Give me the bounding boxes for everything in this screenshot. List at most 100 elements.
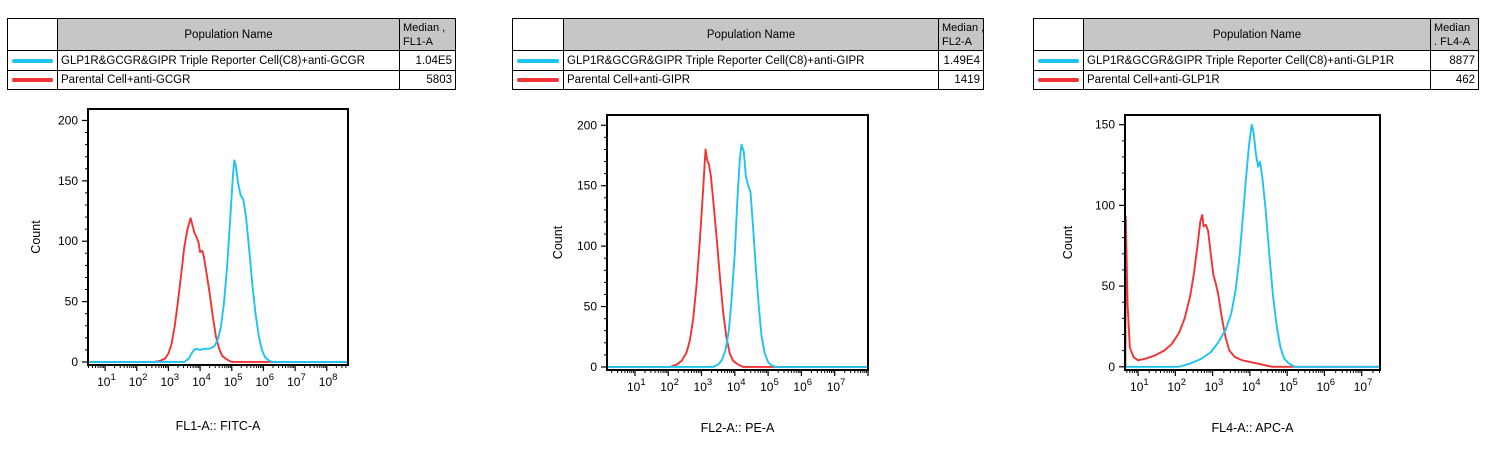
median-value: 1419 [938,70,984,90]
population-name-header: Population Name [57,18,400,51]
curves-group [1124,123,1381,368]
y-axis-title: Count [1061,225,1075,259]
x-tick-label: 104 [192,372,211,389]
curves-group [87,159,349,363]
series-swatch-cell [7,50,58,71]
y-tick-label: 50 [1102,279,1116,293]
median-value: 1.49E4 [938,50,984,71]
x-tick-label: 102 [660,377,679,394]
blue-series-swatch [12,58,53,63]
x-axis-title: FL4-A:: APC-A [1212,421,1295,435]
red-series-swatch [517,78,559,82]
x-tick-label: 106 [793,377,812,394]
x-tick-label: 101 [97,372,116,389]
legend-swatch-header-cell [1033,18,1084,51]
series-swatch-cell [1033,70,1084,90]
x-axis-title: FL2-A:: PE-A [701,421,775,435]
y-tick-label: 0 [1108,360,1115,374]
y-tick-label: 0 [590,360,597,374]
x-tick-label: 103 [694,377,713,394]
y-tick-label: 100 [577,239,597,253]
population-name-header: Population Name [563,18,939,51]
parental-cell-curve [606,148,869,368]
x-tick-label: 103 [1205,377,1224,394]
parental-cell-curve [87,217,349,363]
legend-swatch-header-cell [7,18,58,51]
legend-table-fl1: Population Name Median , FL1-A GLP1R&GCGR… [7,18,456,90]
y-tick-label: 200 [577,118,597,132]
x-tick-label: 104 [1242,377,1261,394]
red-series-swatch [12,78,53,82]
table-row: GLP1R&GCGR&GIPR Triple Reporter Cell(C8)… [512,50,984,71]
population-name: GLP1R&GCGR&GIPR Triple Reporter Cell(C8)… [57,50,400,71]
population-name: GLP1R&GCGR&GIPR Triple Reporter Cell(C8)… [1083,50,1431,71]
x-tick-label: 101 [1130,377,1149,394]
median-header: Median , FL1-A [399,18,456,51]
table-row: GLP1R&GCGR&GIPR Triple Reporter Cell(C8)… [7,50,456,71]
y-axis-title: Count [29,220,43,254]
x-tick-label: 107 [1354,377,1373,394]
curves-group [606,143,869,368]
population-name: Parental Cell+anti-GIPR [563,70,939,90]
parental-cell-curve [1124,214,1381,368]
reporter-cell-curve [606,143,869,368]
legend-table-fl4: Population Name Median. FL4-A GLP1R&GCGR… [1033,18,1479,90]
y-tick-label: 150 [1095,118,1115,132]
reporter-cell-curve [1124,123,1381,368]
series-swatch-cell [512,70,564,90]
median-value: 5803 [399,70,456,90]
series-swatch-cell [512,50,564,71]
x-tick-label: 107 [287,372,306,389]
y-tick-label: 200 [58,113,78,127]
y-tick-label: 150 [577,179,597,193]
x-tick-label: 104 [727,377,746,394]
plot-frame [1124,114,1381,371]
legend-swatch-header-cell [512,18,564,51]
population-name: Parental Cell+anti-GCGR [57,70,400,90]
x-tick-label: 103 [160,372,179,389]
series-swatch-cell [7,70,58,90]
population-name: GLP1R&GCGR&GIPR Triple Reporter Cell(C8)… [563,50,939,71]
x-tick-label: 106 [255,372,274,389]
x-tick-label: 102 [1167,377,1186,394]
legend-table-fl2: Population Name Median , FL2-A GLP1R&GCGR… [512,18,984,90]
population-name-header: Population Name [1083,18,1431,51]
median-value: 462 [1430,70,1479,90]
x-tick-label: 105 [760,377,779,394]
table-row: Parental Cell+anti-GIPR 1419 [512,70,984,90]
x-tick-label: 102 [129,372,148,389]
median-value: 1.04E5 [399,50,456,71]
x-tick-label: 107 [827,377,846,394]
x-tick-label: 108 [319,372,338,389]
blue-series-swatch [1038,58,1079,63]
y-tick-label: 50 [65,295,79,309]
series-swatch-cell [1033,50,1084,71]
y-tick-label: 100 [58,234,78,248]
table-row: GLP1R&GCGR&GIPR Triple Reporter Cell(C8)… [1033,50,1479,71]
plot-frame [606,114,869,371]
reporter-cell-curve [87,159,349,363]
histogram-fl1-fitc: 0 50 100 150 200 101 102 103 104 105 106 107 108 FL1-… [29,108,349,433]
blue-series-swatch [517,58,559,63]
x-axis-title: FL1-A:: FITC-A [176,419,261,433]
y-tick-label: 150 [58,174,78,188]
y-tick-label: 0 [71,355,78,369]
x-tick-label: 105 [224,372,243,389]
median-header: Median. FL4-A [1430,18,1479,51]
table-row: Parental Cell+anti-GCGR 5803 [7,70,456,90]
y-tick-label: 50 [584,300,598,314]
median-header: Median , FL2-A [938,18,984,51]
table-row: Parental Cell+anti-GLP1R 462 [1033,70,1479,90]
x-tick-label: 106 [1316,377,1335,394]
population-name: Parental Cell+anti-GLP1R [1083,70,1431,90]
x-tick-label: 105 [1279,377,1298,394]
red-series-swatch [1038,78,1079,82]
plot-frame [87,108,349,366]
x-tick-label: 101 [627,377,646,394]
y-tick-label: 100 [1095,198,1115,212]
median-value: 8877 [1430,50,1479,71]
y-axis-title: Count [551,225,565,259]
